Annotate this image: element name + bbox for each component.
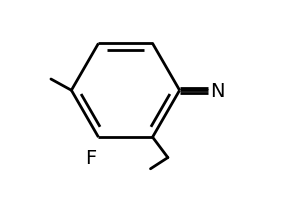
Text: N: N [210, 81, 224, 100]
Text: F: F [85, 149, 96, 167]
